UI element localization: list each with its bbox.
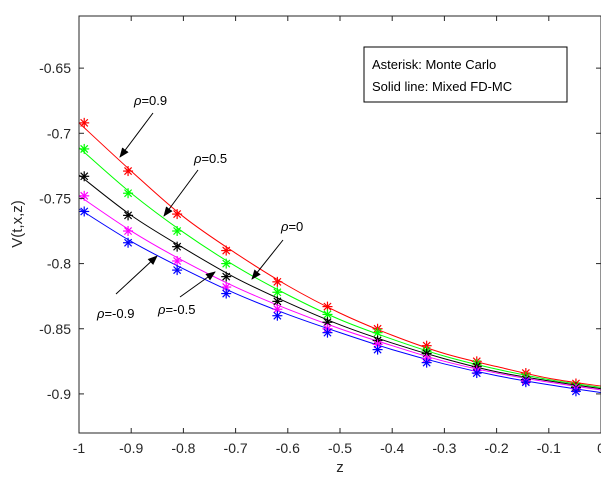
mc-marker-rho-0	[172, 241, 183, 252]
mc-marker-rho-0.5	[123, 188, 134, 199]
x-axis-ticks: -1 -0.9 -0.8 -0.7 -0.6 -0.5 -0.4 -0.3 -0.2 -0.1 0	[73, 16, 601, 456]
x-tick-label: -0.9	[119, 440, 143, 456]
rho-symbol: ρ	[133, 93, 142, 108]
mc-marker-rho--0.9	[520, 377, 531, 388]
x-tick-label: -0.1	[537, 440, 561, 456]
series-line-rho--0.5	[78, 195, 601, 391]
x-tick-label: -0.4	[380, 440, 404, 456]
mc-marker-rho--0.9	[421, 357, 432, 368]
mc-marker-rho--0.5	[79, 190, 90, 201]
rho-value: =-0.5	[165, 302, 195, 317]
annotation-rho-neg0.9: ρ=-0.9	[96, 255, 158, 321]
mc-marker-rho-0.9	[272, 276, 283, 287]
mc-marker-rho-0.5	[221, 258, 232, 269]
annotation-rho-0.9-arrow	[119, 112, 154, 158]
mc-marker-rho-0.9	[172, 209, 183, 220]
marker-layer	[79, 117, 581, 397]
annotation-rho-neg0.5-arrow	[179, 271, 216, 298]
y-tick-label: -0.85	[39, 321, 71, 337]
mc-marker-rho-0	[79, 171, 90, 182]
annotation-rho-0.9-label: ρ=0.9	[133, 93, 167, 108]
mc-marker-rho-0.5	[272, 287, 283, 298]
x-axis-label: z	[336, 459, 344, 476]
series-layer	[78, 122, 601, 394]
mc-marker-rho--0.5	[172, 255, 183, 266]
series-line-rho-0.9	[78, 122, 601, 387]
mc-marker-rho--0.9	[172, 265, 183, 276]
mc-marker-rho-0	[221, 271, 232, 282]
mc-marker-rho--0.9	[221, 288, 232, 299]
mc-marker-rho--0.5	[272, 304, 283, 315]
rho-symbol: ρ	[193, 151, 202, 166]
y-tick-label: -0.9	[47, 386, 71, 402]
annotation-rho-0.5: ρ=0.5	[163, 151, 227, 217]
rho-value: =0	[288, 219, 303, 234]
legend-line-2: Solid line: Mixed FD-MC	[372, 79, 512, 94]
y-tick-label: -0.65	[39, 60, 71, 76]
mc-marker-rho-0.9	[221, 245, 232, 256]
x-tick-label: -0.3	[432, 440, 456, 456]
y-tick-label: -0.7	[47, 125, 71, 141]
mc-marker-rho-0.9	[79, 117, 90, 128]
mc-marker-rho-0.5	[79, 143, 90, 154]
legend: Asterisk: Monte Carlo Solid line: Mixed …	[363, 46, 568, 103]
y-axis-ticks: -0.9 -0.85 -0.8 -0.75 -0.7 -0.65	[39, 60, 601, 402]
mc-marker-rho-0.9	[322, 301, 333, 312]
mc-marker-rho-0	[123, 210, 134, 221]
annotation-rho-neg0.5-label: ρ=-0.5	[157, 302, 195, 317]
annotation-rho-0: ρ=0	[251, 219, 303, 280]
rho-symbol: ρ	[96, 306, 105, 321]
mc-marker-rho--0.9	[570, 386, 581, 397]
x-tick-label: -1	[73, 440, 86, 456]
mc-marker-rho--0.5	[123, 226, 134, 237]
mc-marker-rho-0.9	[123, 166, 134, 177]
annotation-rho-neg0.9-arrow	[115, 255, 158, 295]
mc-marker-rho--0.9	[372, 344, 383, 355]
rho-symbol: ρ	[157, 302, 166, 317]
x-tick-label: -0.8	[171, 440, 195, 456]
rho-value: =0.5	[201, 151, 227, 166]
annotation-rho-0-arrow	[251, 239, 284, 280]
annotation-rho-0.9: ρ=0.9	[119, 93, 167, 158]
series-line-rho-0	[78, 174, 601, 390]
mc-marker-rho--0.9	[322, 327, 333, 338]
rho-value: =0.9	[141, 93, 167, 108]
x-tick-label: 0	[597, 440, 601, 456]
y-tick-label: -0.75	[39, 190, 71, 206]
x-tick-label: -0.7	[224, 440, 248, 456]
annotation-rho-0-label: ρ=0	[280, 219, 303, 234]
rho-symbol: ρ	[280, 219, 289, 234]
mc-marker-rho-0	[322, 317, 333, 328]
legend-box	[363, 46, 568, 103]
rho-value: =-0.9	[104, 306, 134, 321]
mc-marker-rho-0.5	[172, 226, 183, 237]
series-line-rho--0.9	[78, 208, 601, 394]
mc-marker-rho--0.9	[123, 237, 134, 248]
annotation-rho-neg0.5: ρ=-0.5	[157, 271, 216, 317]
x-tick-label: -0.5	[328, 440, 352, 456]
annotation-rho-0.5-label: ρ=0.5	[193, 151, 227, 166]
x-tick-label: -0.6	[276, 440, 300, 456]
annotation-rho-neg0.9-label: ρ=-0.9	[96, 306, 134, 321]
y-tick-label: -0.8	[47, 256, 71, 272]
series-line-rho-0.5	[78, 147, 601, 388]
mc-marker-rho--0.9	[79, 206, 90, 217]
x-tick-label: -0.2	[485, 440, 509, 456]
y-axis-label: V(t,x,z)	[9, 200, 26, 248]
legend-line-1: Asterisk: Monte Carlo	[372, 57, 496, 72]
mc-marker-rho--0.9	[471, 368, 482, 379]
annotation-rho-0.5-arrow	[163, 169, 199, 217]
mc-marker-rho--0.9	[272, 310, 283, 321]
